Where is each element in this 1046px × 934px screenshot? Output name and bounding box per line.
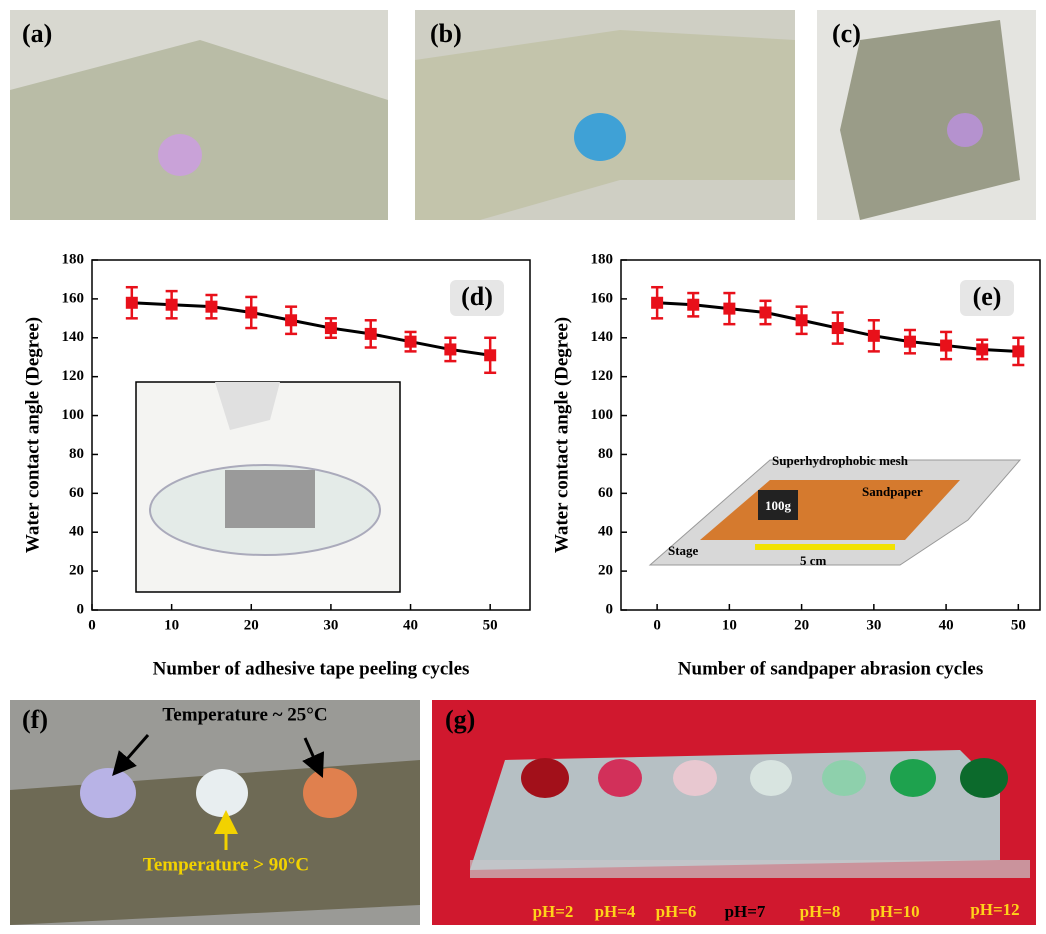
x-axis-title: Number of sandpaper abrasion cycles — [678, 658, 983, 679]
data-point — [365, 328, 377, 340]
panel-label: (a) — [22, 19, 52, 48]
x-tick-label: 40 — [939, 617, 954, 633]
y-tick-label: 40 — [69, 524, 84, 540]
y-tick-label: 40 — [598, 524, 613, 540]
figure: (a) (b) (c) (f) Temperature ~ 25°C Tempe… — [0, 0, 1046, 934]
y-tick-label: 20 — [598, 563, 613, 579]
y-tick-label: 20 — [69, 563, 84, 579]
x-tick-label: 20 — [794, 617, 809, 633]
photo-b: (b) — [415, 10, 795, 220]
ph-label: pH=4 — [595, 902, 636, 921]
data-point — [651, 297, 663, 309]
y-axis-title: Water contact angle (Degree) — [22, 317, 43, 553]
y-axis-title: Water contact angle (Degree) — [551, 317, 572, 553]
inset-label: 5 cm — [800, 553, 827, 568]
data-point — [832, 322, 844, 334]
y-tick-label: 180 — [62, 251, 85, 267]
inset-label: 100g — [765, 498, 792, 513]
x-tick-label: 30 — [866, 617, 881, 633]
x-tick-label: 0 — [88, 617, 96, 633]
ph-label: pH=10 — [870, 902, 919, 921]
x-tick-label: 20 — [244, 617, 259, 633]
photo-a: (a) — [10, 10, 388, 220]
y-tick-label: 100 — [62, 407, 85, 423]
x-tick-label: 50 — [483, 617, 498, 633]
data-point — [245, 307, 257, 319]
data-point — [904, 336, 916, 348]
data-point — [484, 349, 496, 361]
y-tick-label: 160 — [591, 290, 614, 306]
x-tick-label: 30 — [323, 617, 338, 633]
x-tick-label: 50 — [1011, 617, 1026, 633]
y-tick-label: 140 — [62, 329, 85, 345]
annotation: Temperature > 90°C — [143, 854, 309, 875]
x-tick-label: 10 — [164, 617, 179, 633]
y-tick-label: 80 — [69, 446, 84, 462]
inset-label: Sandpaper — [862, 484, 923, 499]
data-point — [405, 336, 417, 348]
data-point — [205, 301, 217, 313]
x-tick-label: 10 — [722, 617, 737, 633]
chart: 0 20 40 60 80 100 120 140 160 180 0 10 20 30 40 50 Numbe… — [551, 251, 1040, 679]
photo-c: (c) — [817, 10, 1036, 220]
panel-label: (g) — [445, 705, 475, 734]
annotation: Temperature ~ 25°C — [162, 704, 327, 725]
y-tick-label: 100 — [591, 407, 614, 423]
inset-label: Superhydrophobic mesh — [772, 453, 909, 468]
y-tick-label: 140 — [591, 329, 614, 345]
panel-label: (e) — [973, 282, 1002, 311]
data-point — [325, 322, 337, 334]
y-tick-label: 160 — [62, 290, 85, 306]
inset-mesh — [225, 470, 315, 528]
x-tick-label: 0 — [653, 617, 661, 633]
data-point — [126, 297, 138, 309]
photo-f: (f) Temperature ~ 25°C Temperature > 90°… — [10, 700, 420, 925]
ph-label: pH=6 — [656, 902, 697, 921]
inset-label: Stage — [668, 543, 699, 558]
y-tick-label: 80 — [598, 446, 613, 462]
data-point — [285, 314, 297, 326]
panel-label: (f) — [22, 705, 48, 734]
photo-g: (g) pH=2 pH=4 pH=6 pH=7 pH=8 pH=10 pH=12 — [432, 700, 1036, 925]
data-point — [868, 330, 880, 342]
y-tick-label: 0 — [77, 601, 85, 617]
data-point — [976, 343, 988, 355]
data-point — [1012, 345, 1024, 357]
ph-label: pH=12 — [970, 900, 1019, 919]
y-tick-label: 60 — [69, 485, 84, 501]
data-point — [444, 343, 456, 355]
data-line — [132, 303, 490, 356]
panel-label: (c) — [832, 19, 861, 48]
y-tick-label: 180 — [591, 251, 614, 267]
y-tick-label: 0 — [606, 601, 614, 617]
chart: 0 20 40 60 80 100 120 140 160 180 0 10 20 30 40 50 Numbe… — [22, 251, 530, 679]
data-point — [759, 307, 771, 319]
panel-label: (d) — [461, 282, 493, 311]
ph-label: pH=7 — [725, 902, 766, 921]
data-point — [687, 299, 699, 311]
y-tick-label: 120 — [591, 368, 614, 384]
x-axis-title: Number of adhesive tape peeling cycles — [153, 658, 470, 679]
data-point — [166, 299, 178, 311]
panel-label: (b) — [430, 19, 462, 48]
ph-label: pH=8 — [800, 902, 841, 921]
y-tick-label: 60 — [598, 485, 613, 501]
data-point — [940, 340, 952, 352]
x-tick-label: 40 — [403, 617, 418, 633]
y-tick-label: 120 — [62, 368, 85, 384]
ph-label: pH=2 — [533, 902, 574, 921]
data-point — [796, 314, 808, 326]
data-point — [723, 303, 735, 315]
